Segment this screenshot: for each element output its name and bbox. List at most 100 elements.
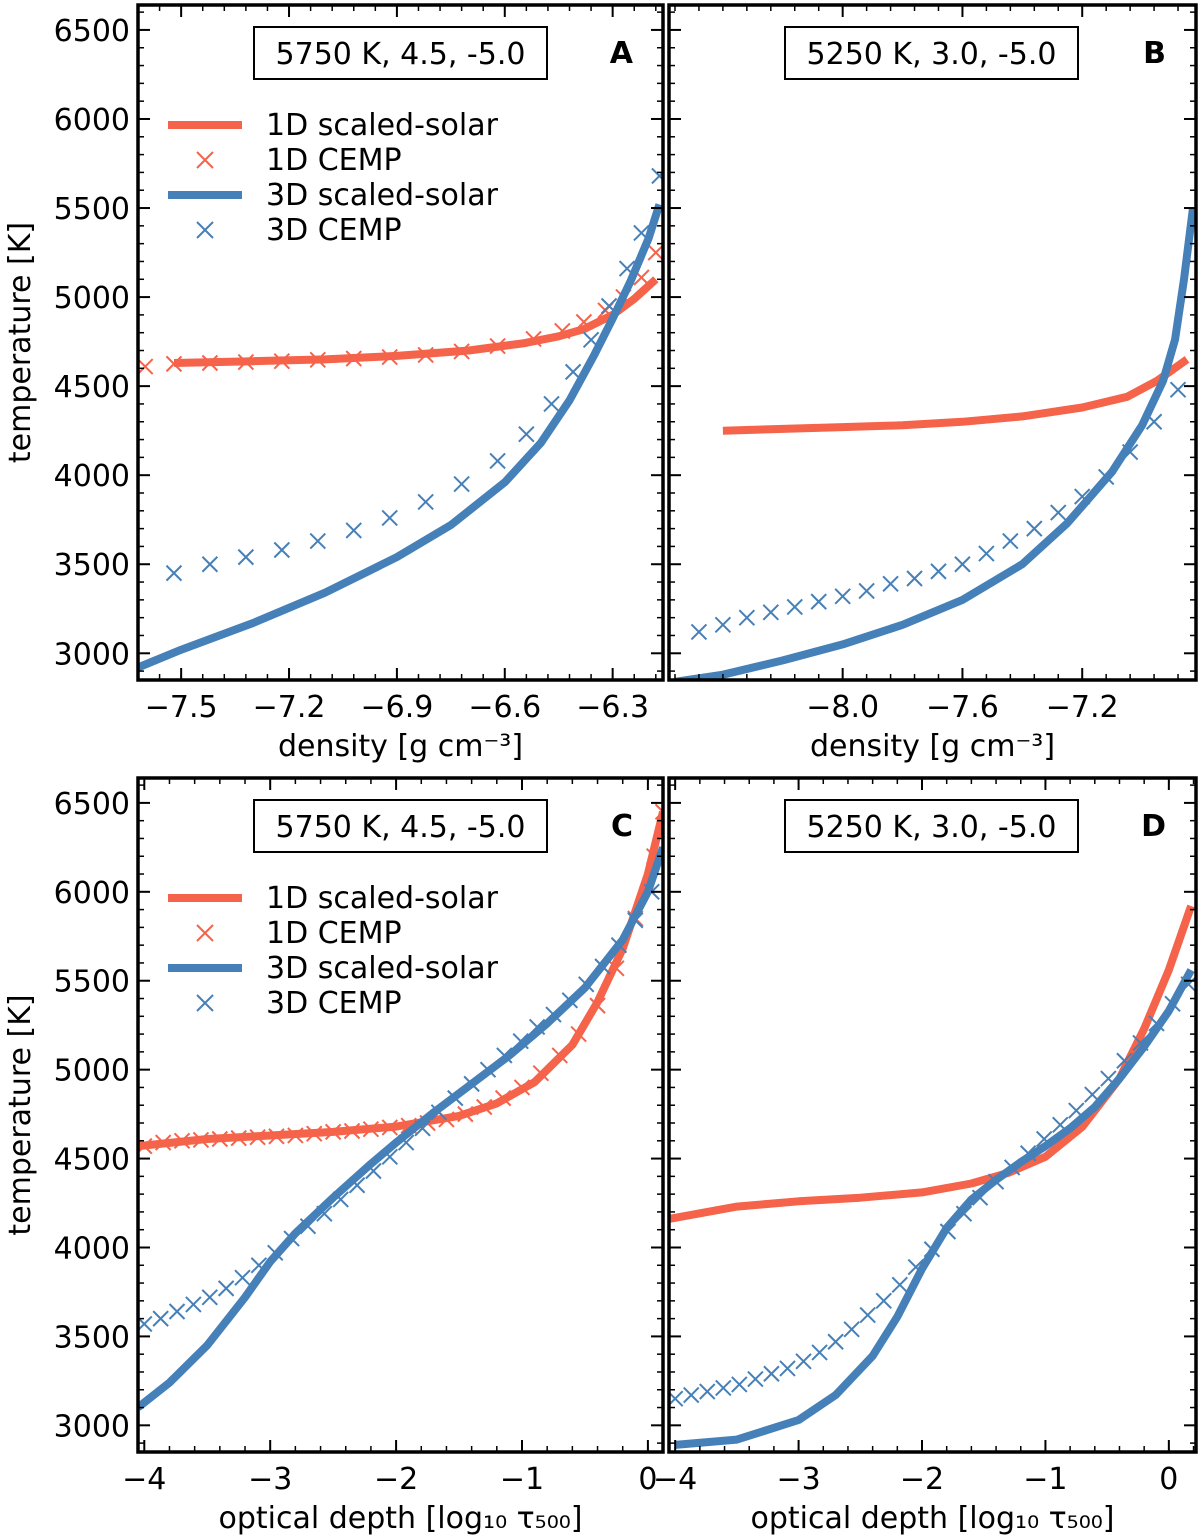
- y-tick-label: 3000: [54, 637, 130, 672]
- legend-label: 1D CEMP: [266, 143, 402, 178]
- point-3d-cemp: [381, 1148, 399, 1165]
- legend-label: 3D scaled-solar: [266, 951, 499, 986]
- point-1d-cemp: [287, 1127, 304, 1144]
- legend-label: 3D CEMP: [266, 986, 402, 1021]
- series-line-3d-scaled-solar: [674, 968, 1195, 1449]
- point-1d-cemp: [324, 1123, 342, 1141]
- legend-cross-swatch: [196, 924, 214, 942]
- panel-D: −4 −3 −2 −1 0 optical depth [log₁₀ τ₅₀₀] 5250 …: [653, 776, 1198, 1535]
- point-3d-cemp: [545, 1006, 562, 1023]
- point-3d-cemp: [518, 426, 535, 443]
- point-1d-cemp: [345, 350, 362, 367]
- point-1d-cemp: [237, 353, 255, 371]
- point-1d-cemp: [230, 1129, 247, 1147]
- point-1d-cemp: [309, 351, 327, 368]
- plot-frame: [667, 776, 1198, 1454]
- point-3d-cemp: [683, 1386, 700, 1404]
- point-3d-cemp: [1097, 468, 1115, 486]
- panel-title: 5750 K, 4.5, -5.0: [276, 810, 526, 845]
- point-3d-cemp: [348, 1177, 366, 1194]
- point-3d-cemp: [834, 588, 851, 605]
- x-tick-label: −2: [900, 1462, 944, 1497]
- point-1d-cemp: [589, 997, 606, 1014]
- point-3d-cemp: [859, 1306, 876, 1324]
- point-3d-cemp: [273, 541, 291, 559]
- point-3d-cemp: [843, 1321, 860, 1338]
- panel-title-box: [253, 799, 548, 853]
- x-tick-label: −1: [1023, 1462, 1067, 1497]
- plot-frame: [667, 3, 1198, 682]
- point-3d-cemp: [907, 1258, 925, 1276]
- point-3d-cemp: [762, 604, 780, 621]
- panel-title-box: [784, 26, 1079, 80]
- point-3d-cemp: [811, 1344, 828, 1361]
- panel-letter: D: [1141, 809, 1166, 844]
- point-1d-cemp: [138, 358, 154, 375]
- point-3d-cemp: [1003, 1159, 1021, 1176]
- point-1d-cemp: [513, 1079, 531, 1096]
- point-3d-cemp: [1050, 504, 1067, 521]
- point-3d-cemp: [381, 509, 398, 527]
- point-3d-cemp: [610, 936, 628, 954]
- y-tick-label: 5000: [54, 1054, 130, 1089]
- point-3d-cemp: [185, 1296, 202, 1313]
- x-axis-label: optical depth [log₁₀ τ₅₀₀]: [751, 1501, 1115, 1535]
- point-1d-cemp: [381, 1119, 399, 1136]
- point-3d-cemp: [201, 556, 219, 573]
- x-tick-label: −4: [653, 1462, 697, 1497]
- point-3d-cemp: [1148, 1015, 1165, 1032]
- point-1d-cemp: [249, 1129, 266, 1146]
- point-3d-cemp: [414, 1120, 431, 1137]
- point-3d-cemp: [1145, 413, 1163, 430]
- point-3d-cemp: [714, 616, 732, 633]
- plot-frame: [136, 776, 665, 1454]
- point-3d-cemp: [763, 1365, 780, 1382]
- point-3d-cemp: [489, 452, 506, 470]
- legend-label: 3D scaled-solar: [266, 178, 499, 213]
- point-1d-cemp: [154, 1134, 172, 1151]
- y-tick-label: 6500: [54, 14, 130, 49]
- point-3d-cemp: [618, 260, 636, 277]
- point-3d-cemp: [651, 167, 663, 185]
- legend-cross-swatch: [196, 994, 214, 1012]
- ticks: [138, 5, 663, 680]
- x-tick-label: 0: [1159, 1462, 1178, 1497]
- y-axis-label: temperature [K]: [3, 994, 38, 1235]
- point-1d-cemp: [457, 1105, 474, 1123]
- point-3d-cemp: [267, 1244, 284, 1262]
- legend-cross-swatch: [196, 221, 214, 239]
- point-3d-cemp: [447, 1089, 464, 1107]
- panel-title: 5250 K, 3.0, -5.0: [807, 37, 1057, 72]
- point-1d-cemp: [362, 1121, 380, 1138]
- point-3d-cemp: [875, 1292, 892, 1310]
- x-tick-label: −6.9: [360, 690, 433, 725]
- y-tick-label: 6000: [54, 876, 130, 911]
- legend-label: 1D scaled-solar: [266, 881, 499, 916]
- y-tick-label: 4500: [54, 1143, 130, 1178]
- point-3d-cemp: [1002, 532, 1019, 550]
- point-3d-cemp: [1068, 1102, 1085, 1119]
- point-3d-cemp: [1084, 1086, 1101, 1103]
- point-3d-cemp: [283, 1230, 300, 1247]
- point-3d-cemp: [1035, 1130, 1053, 1148]
- point-3d-cemp: [1116, 1052, 1133, 1069]
- point-1d-cemp: [381, 348, 398, 366]
- point-1d-cemp: [654, 803, 663, 820]
- x-tick-label: −6.6: [468, 690, 541, 725]
- x-axis-label: optical depth [log₁₀ τ₅₀₀]: [219, 1501, 583, 1535]
- point-3d-cemp: [627, 912, 644, 929]
- y-tick-label: 3500: [54, 548, 130, 583]
- panel-C: −4 −3 −2 −1 0 3000 3500 4000 4500 5000 5500 6000 650…: [3, 776, 665, 1535]
- point-3d-cemp: [987, 1173, 1005, 1190]
- point-3d-cemp: [699, 1383, 716, 1400]
- point-1d-cemp: [273, 352, 291, 370]
- y-tick-label: 6500: [54, 787, 130, 822]
- x-tick-label: −6.3: [576, 690, 649, 725]
- point-3d-cemp: [201, 1289, 218, 1306]
- x-tick-label: −7.2: [253, 690, 326, 725]
- series-group: [669, 904, 1196, 1449]
- y-tick-label: 4500: [54, 370, 130, 405]
